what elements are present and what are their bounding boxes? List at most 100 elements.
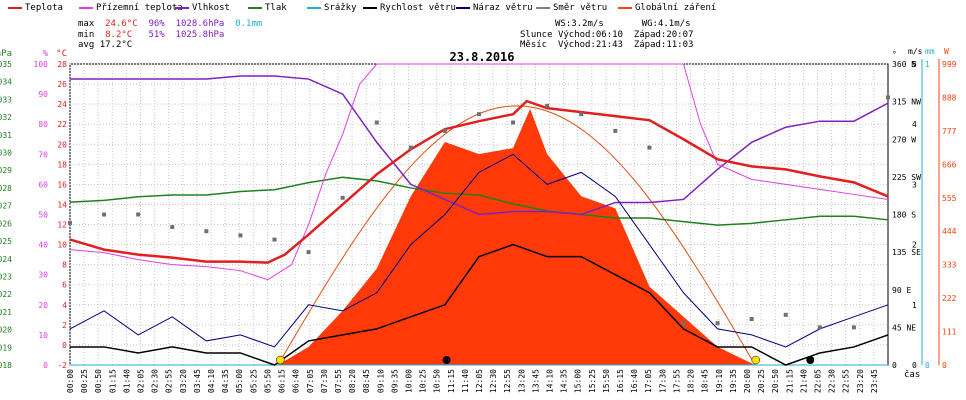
moonset-marker (442, 356, 451, 364)
x-tick-label: 12:05 (475, 369, 484, 393)
x-tick-label: 21:15 (785, 369, 794, 393)
wind-dir-point (477, 112, 481, 117)
sun-times: Slunce Východ:06:10 Západ:20:07 (520, 30, 694, 40)
axis-title-ms: m/s (908, 47, 923, 56)
x-tick-label: 03:45 (193, 369, 202, 393)
wind-dir-point (442, 128, 447, 133)
moonrise-marker (806, 356, 815, 364)
y-tick-deg: 45 NE (892, 323, 916, 332)
legend-item-rad: Globální záření (618, 3, 716, 13)
y-tick-W: 999 (942, 60, 957, 69)
axis-title-pct: % (43, 49, 49, 59)
series-line-ms (69, 153, 889, 348)
x-tick-label: 20:50 (771, 369, 780, 393)
y-tick-deg: 270 W (892, 135, 916, 144)
y-tick-hPa: 1025 (0, 237, 12, 246)
legend-item-rain: Srážky (307, 3, 357, 13)
y-tick-hPa: 1026 (0, 219, 12, 228)
series-line-degC (69, 99, 889, 264)
stats-max: max 24.6°C 96% 1028.6hPa 0.1mm (78, 19, 263, 29)
x-tick-label: 09:10 (376, 369, 385, 393)
y-tick-W: 666 (942, 160, 957, 169)
y-tick-hPa: 1033 (0, 95, 12, 104)
y-tick-degC: 18 (57, 160, 67, 169)
y-tick-ms: 1 (912, 301, 917, 310)
x-tick-label: 02:05 (137, 369, 146, 393)
wind-dir-point (783, 312, 788, 317)
axis-title-degC: °C (56, 49, 67, 59)
x-tick-label: 00:00 (66, 369, 75, 393)
x-tick-label: 04:10 (207, 369, 216, 393)
x-tick-label: 23:20 (856, 369, 865, 393)
x-tick-label: 20:25 (757, 369, 766, 393)
x-tick-label: 08:45 (362, 369, 371, 393)
x-tick-label: 18:45 (701, 369, 710, 393)
wind-dir-point (681, 321, 686, 326)
x-tick-label: 21:40 (799, 369, 808, 393)
y-tick-degC: 22 (57, 120, 67, 129)
y-tick-mm: 0 (925, 361, 930, 370)
y-tick-hPa: 1031 (0, 131, 12, 140)
axis-title-hPa: hPa (0, 49, 12, 59)
x-tick-label: 07:55 (334, 369, 343, 393)
x-tick-label: 03:20 (179, 369, 188, 393)
x-tick-label: 10:25 (419, 369, 428, 393)
y-tick-pct: 30 (38, 271, 48, 280)
legend-item-gust: Náraz větru (456, 3, 533, 13)
y-tick-degC: 12 (57, 221, 67, 230)
y-tick-W: 777 (942, 127, 957, 136)
x-tick-label: 15:00 (574, 369, 583, 393)
x-tick-label: 02:55 (165, 369, 174, 393)
y-tick-hPa: 1027 (0, 202, 12, 211)
x-tick-label: 05:25 (249, 369, 258, 393)
x-tick-label: 04:35 (221, 369, 230, 393)
sunrise-marker (276, 355, 285, 365)
y-tick-hPa: 1029 (0, 166, 12, 175)
wind-dir-point (647, 145, 652, 150)
legend-item-press: Tlak (248, 3, 287, 13)
wind-summary: WS:3.2m/s WG:4.1m/s (555, 19, 691, 29)
wind-dir-point (749, 317, 754, 322)
wind-dir-point (511, 120, 516, 125)
y-tick-degC: 10 (57, 241, 67, 250)
y-tick-pct: 90 (38, 90, 48, 99)
legend-item-feels: Přízemní teplota (79, 3, 183, 13)
x-tick-label: 07:30 (320, 369, 329, 393)
wind-dir-point (170, 225, 175, 230)
series-line-pct (70, 75, 889, 216)
x-tick-label: 11:40 (461, 369, 470, 393)
sunset-marker (751, 355, 761, 365)
y-tick-degC: 26 (57, 80, 67, 89)
y-tick-W: 888 (942, 93, 957, 102)
x-tick-label: 10:00 (404, 369, 413, 393)
wind-dir-point (374, 120, 379, 125)
y-tick-ms: 5 (912, 60, 917, 69)
y-tick-W: 444 (942, 227, 957, 236)
x-tick-label: 00:25 (80, 369, 89, 393)
x-tick-label: 01:40 (122, 369, 131, 393)
y-tick-pct: 20 (38, 301, 48, 310)
y-tick-deg: 360 N (892, 60, 916, 69)
y-tick-mm: 1 (925, 60, 930, 69)
y-tick-pct: 10 (38, 331, 48, 340)
moon-times: Měsíc Východ:21:43 Západ:11:03 (520, 40, 694, 50)
series-line-hPa (69, 176, 889, 226)
x-tick-label: 13:45 (531, 369, 540, 393)
y-tick-hPa: 1024 (0, 255, 12, 264)
y-tick-pct: 40 (38, 241, 48, 250)
wind-dir-point (306, 250, 311, 255)
y-tick-hPa: 1030 (0, 149, 12, 158)
y-tick-W: 111 (942, 328, 957, 337)
y-tick-hPa: 1032 (0, 113, 12, 122)
x-tick-label: 16:40 (630, 369, 639, 393)
x-tick-label: 05:50 (263, 369, 272, 393)
stats-avg: avg 17.2°C (78, 40, 133, 50)
y-tick-degC: 4 (62, 301, 67, 310)
x-tick-label: 23:45 (870, 369, 879, 393)
wind-dir-point (204, 229, 209, 234)
x-tick-label: 02:30 (151, 369, 160, 393)
x-tick-label: 12:55 (503, 369, 512, 393)
